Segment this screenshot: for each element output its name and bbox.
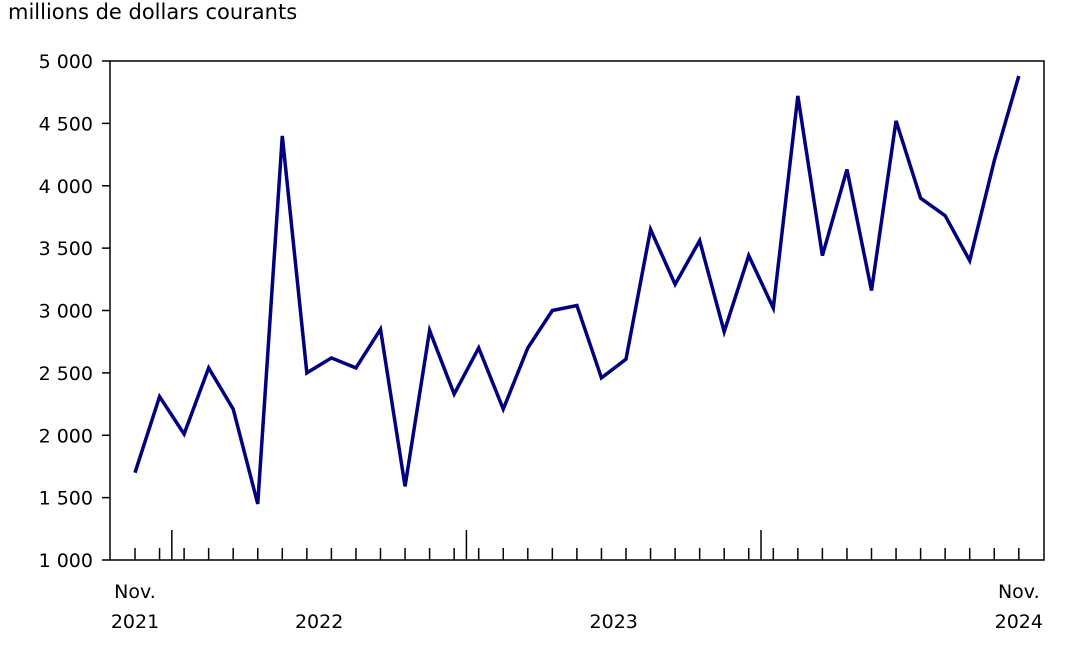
y-tick-label: 3 500 xyxy=(39,238,93,260)
y-tick-label: 3 000 xyxy=(39,301,93,323)
y-tick-label: 2 500 xyxy=(39,363,93,385)
y-tick-label: 1 000 xyxy=(39,550,93,572)
axes-layer: 1 000 1 500 2 000 2 500 3 000 3 500 4 000 4 500… xyxy=(39,51,1045,633)
y-tick-label: 1 500 xyxy=(39,488,93,510)
y-tick-label: 2 000 xyxy=(39,425,93,447)
y-tick-label: 4 500 xyxy=(39,113,93,135)
x-label-year: 2023 xyxy=(590,611,638,633)
y-tick-label: 5 000 xyxy=(39,51,93,73)
x-label-year: 2024 xyxy=(995,611,1043,633)
x-label-month: Nov. xyxy=(998,581,1040,603)
x-label-year: 2021 xyxy=(111,611,159,633)
x-label-year: 2022 xyxy=(295,611,343,633)
y-tick-label: 4 000 xyxy=(39,176,93,198)
series-layer xyxy=(133,75,1021,505)
y-axis-title: millions de dollars courants xyxy=(8,0,298,24)
series-line xyxy=(133,75,1021,505)
x-label-month: Nov. xyxy=(114,581,156,603)
